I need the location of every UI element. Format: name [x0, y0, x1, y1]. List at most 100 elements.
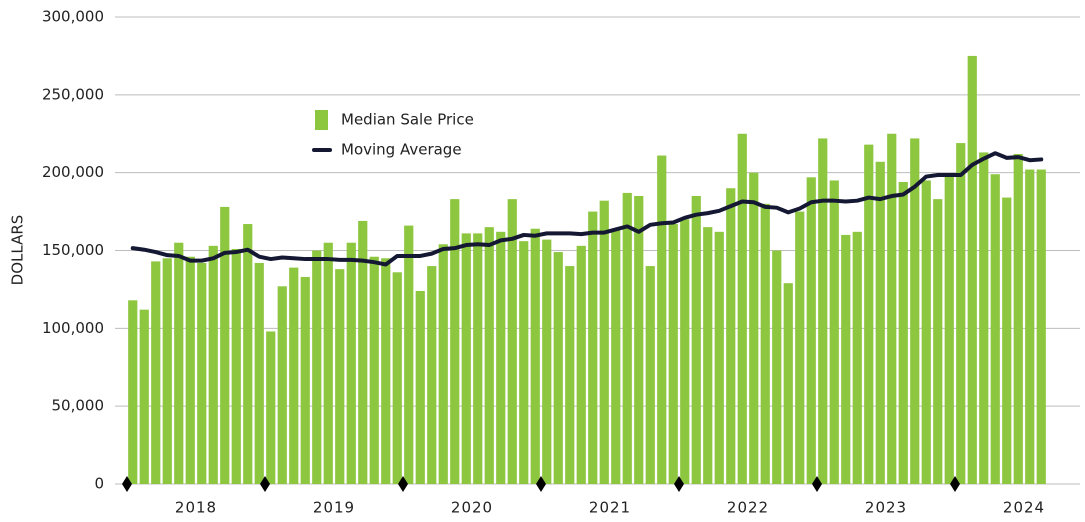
x-group-label: 2018 — [175, 499, 217, 517]
bar — [588, 211, 598, 485]
year-marker — [950, 476, 960, 492]
bar — [887, 133, 897, 484]
bar — [657, 155, 667, 484]
bar — [197, 262, 207, 484]
bar — [852, 231, 862, 484]
bar — [289, 267, 299, 484]
y-tick-label: 50,000 — [52, 397, 105, 415]
bar — [243, 224, 253, 484]
bar — [484, 227, 494, 484]
x-group-label: 2022 — [727, 499, 769, 517]
bar — [208, 245, 218, 484]
bar — [668, 224, 678, 484]
year-marker — [812, 476, 822, 492]
x-group-label: 2024 — [1003, 499, 1045, 517]
bar — [772, 250, 782, 484]
bar — [795, 211, 805, 485]
bar — [473, 233, 483, 484]
bar — [829, 180, 839, 484]
bar — [714, 231, 724, 484]
bar — [496, 231, 506, 484]
x-group-label: 2020 — [451, 499, 493, 517]
bar — [346, 242, 356, 484]
bar — [634, 196, 644, 484]
bar — [864, 144, 874, 484]
bar — [519, 241, 529, 484]
y-tick-label: 0 — [94, 475, 104, 493]
bar — [415, 290, 425, 484]
bar — [691, 196, 701, 484]
y-tick-label: 200,000 — [42, 163, 104, 181]
bar — [553, 252, 563, 484]
bar — [760, 203, 770, 485]
bar — [1002, 197, 1012, 484]
bar — [174, 242, 184, 484]
line — [130, 151, 1044, 267]
bar — [358, 220, 368, 484]
bar — [783, 283, 793, 484]
x-group-label: 2023 — [865, 499, 907, 517]
bar — [427, 266, 437, 484]
bar — [323, 242, 333, 484]
bar — [1036, 169, 1046, 484]
bar — [898, 182, 908, 485]
bar — [369, 256, 379, 484]
bar — [576, 245, 586, 484]
bar — [277, 286, 287, 484]
y-tick-label: 100,000 — [42, 319, 104, 337]
bar — [990, 174, 1000, 484]
bar — [680, 219, 690, 484]
bar — [312, 250, 322, 484]
bar — [841, 234, 851, 484]
bar — [450, 199, 460, 484]
y-tick-label: 150,000 — [42, 241, 104, 259]
bar — [404, 225, 414, 485]
bar — [875, 161, 885, 484]
year-marker — [674, 476, 684, 492]
bar — [956, 143, 966, 484]
bar — [910, 138, 920, 485]
bar — [979, 152, 989, 484]
bar — [645, 266, 655, 484]
bar — [254, 262, 264, 484]
bar — [737, 133, 747, 484]
bar — [703, 227, 713, 484]
bar — [921, 180, 931, 484]
legend-swatch — [315, 110, 328, 130]
year-marker — [398, 476, 408, 492]
bar — [565, 266, 575, 484]
year-marker — [260, 476, 270, 492]
bar — [300, 276, 310, 484]
bar — [231, 248, 241, 484]
bar — [335, 269, 345, 484]
bar — [933, 199, 943, 484]
bar — [611, 230, 621, 484]
bar — [162, 258, 172, 484]
y-tick-label: 300,000 — [42, 8, 104, 26]
bar — [542, 239, 552, 484]
bar — [818, 138, 828, 485]
bar — [185, 256, 195, 484]
bar — [266, 331, 276, 484]
bar — [220, 206, 230, 484]
legend-label: Moving Average — [341, 141, 462, 159]
legend-label: Median Sale Price — [341, 111, 474, 129]
bar — [806, 177, 816, 484]
bar — [1025, 169, 1035, 484]
bar — [461, 233, 471, 484]
bar — [726, 188, 736, 484]
bar — [381, 258, 391, 484]
bar — [967, 55, 977, 485]
bar — [1013, 153, 1023, 484]
bar — [438, 244, 448, 484]
year-marker — [536, 476, 546, 492]
bar — [507, 199, 517, 484]
bar — [622, 192, 632, 485]
bar — [392, 272, 402, 484]
y-tick-label: 250,000 — [42, 85, 104, 103]
bar — [599, 200, 609, 485]
year-marker — [122, 476, 132, 492]
bar — [944, 175, 954, 484]
bar — [530, 228, 540, 484]
